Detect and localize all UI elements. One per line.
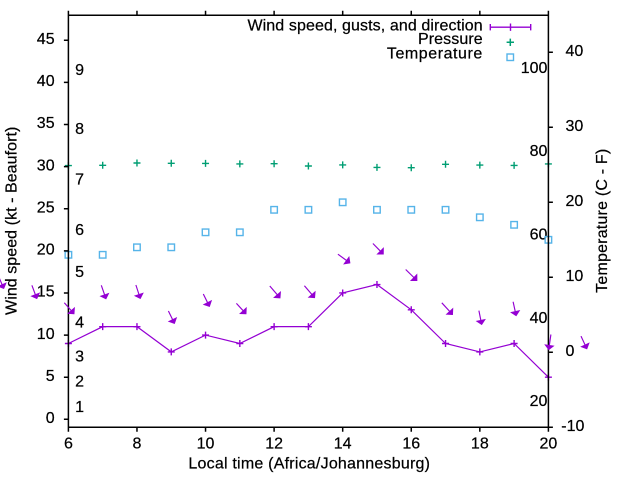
svg-text:8: 8	[75, 121, 84, 138]
svg-text:25: 25	[37, 199, 55, 216]
svg-text:7: 7	[75, 172, 84, 189]
svg-text:Temperature (C - F): Temperature (C - F)	[594, 149, 611, 293]
svg-text:10: 10	[37, 326, 55, 343]
svg-text:45: 45	[37, 31, 55, 48]
svg-text:6: 6	[64, 436, 73, 453]
svg-text:14: 14	[334, 436, 352, 453]
svg-text:20: 20	[566, 193, 584, 210]
svg-text:8: 8	[133, 436, 142, 453]
svg-text:30: 30	[37, 157, 55, 174]
svg-text:2: 2	[75, 374, 84, 391]
svg-text:Pressure: Pressure	[418, 31, 483, 48]
svg-text:Local time (Africa/Johannesbur: Local time (Africa/Johannesburg)	[188, 456, 430, 473]
svg-text:9: 9	[75, 62, 84, 79]
svg-text:10: 10	[197, 436, 215, 453]
svg-text:20: 20	[540, 436, 558, 453]
svg-text:10: 10	[566, 268, 584, 285]
svg-text:15: 15	[37, 284, 55, 301]
svg-text:40: 40	[530, 310, 548, 327]
svg-text:4: 4	[75, 315, 84, 332]
svg-text:0: 0	[566, 343, 575, 360]
svg-text:5: 5	[46, 368, 55, 385]
svg-text:18: 18	[471, 436, 489, 453]
svg-text:0: 0	[46, 410, 55, 427]
svg-text:6: 6	[75, 222, 84, 239]
svg-text:40: 40	[37, 73, 55, 90]
svg-text:100: 100	[521, 60, 548, 77]
svg-text:Temperature: Temperature	[387, 46, 483, 63]
svg-text:5: 5	[75, 264, 84, 281]
svg-text:40: 40	[566, 43, 584, 60]
svg-text:12: 12	[265, 436, 283, 453]
svg-text:16: 16	[402, 436, 420, 453]
svg-text:-10: -10	[561, 418, 584, 435]
svg-text:60: 60	[530, 226, 548, 243]
svg-text:80: 80	[530, 143, 548, 160]
svg-text:Wind speed (kt - Beaufort): Wind speed (kt - Beaufort)	[4, 127, 21, 315]
svg-text:35: 35	[37, 115, 55, 132]
svg-text:1: 1	[75, 399, 84, 416]
svg-text:Wind speed, gusts, and directi: Wind speed, gusts, and direction	[247, 18, 482, 35]
svg-text:3: 3	[75, 348, 84, 365]
svg-text:20: 20	[37, 242, 55, 259]
svg-text:30: 30	[566, 118, 584, 135]
svg-text:20: 20	[530, 393, 548, 410]
